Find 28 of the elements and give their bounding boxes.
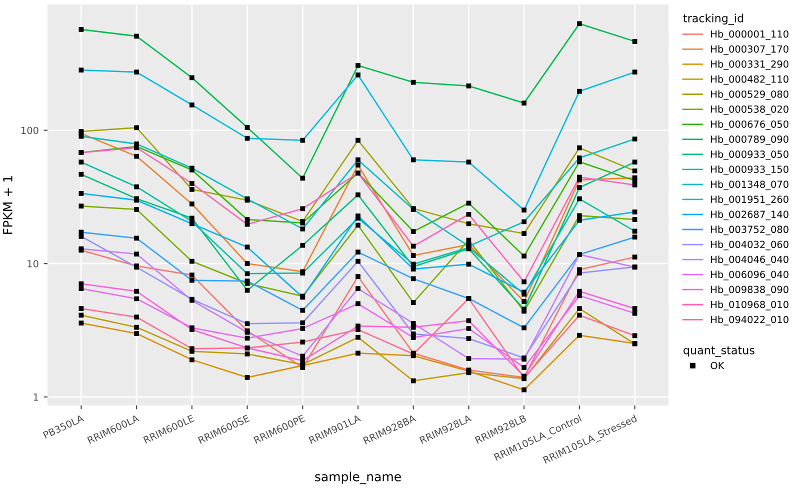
legend-label: Hb_004032_060 bbox=[711, 240, 788, 250]
legend-label: Hb_094022_010 bbox=[711, 316, 788, 326]
text: OK bbox=[710, 362, 724, 370]
legend-label: Hb_000307_170 bbox=[711, 45, 788, 55]
legend-label: Hb_000676_050 bbox=[711, 120, 788, 130]
x-axis-title: sample_name bbox=[315, 472, 401, 484]
legend-label: Hb_000933_150 bbox=[711, 165, 788, 176]
legend-label: Hb_009838_090 bbox=[711, 286, 788, 296]
legend-label: Hb_000529_080 bbox=[711, 90, 788, 100]
y-tick-label: 10 bbox=[28, 260, 38, 268]
text: quant_status bbox=[684, 346, 754, 357]
y-axis-title: FPKM + 1 bbox=[3, 176, 12, 234]
legend-label: Hb_003752_080 bbox=[711, 226, 788, 236]
legend-label: Hb_000789_090 bbox=[711, 135, 788, 146]
legend-label: Hb_000538_020 bbox=[711, 105, 788, 115]
legend-label: Hb_010968_010 bbox=[711, 300, 788, 310]
legend-label: Hb_000933_050 bbox=[711, 150, 788, 160]
legend-label: Hb_006096_040 bbox=[711, 270, 788, 280]
legend-title: tracking_id bbox=[683, 14, 744, 25]
y-tick-label: 100 bbox=[21, 126, 38, 134]
legend-label: Hb_000482_110 bbox=[711, 75, 788, 85]
legend-label: Hb_004046_040 bbox=[711, 256, 788, 266]
y-tick-label: 1 bbox=[34, 394, 38, 401]
legend-label: Hb_000001_110 bbox=[711, 30, 788, 40]
legend-label: Hb_002687_140 bbox=[711, 210, 788, 220]
legend-label: Hb_001348_070 bbox=[711, 180, 788, 190]
legend-label: Hb_001951_260 bbox=[711, 195, 788, 206]
legend-label: Hb_000331_290 bbox=[711, 60, 788, 70]
